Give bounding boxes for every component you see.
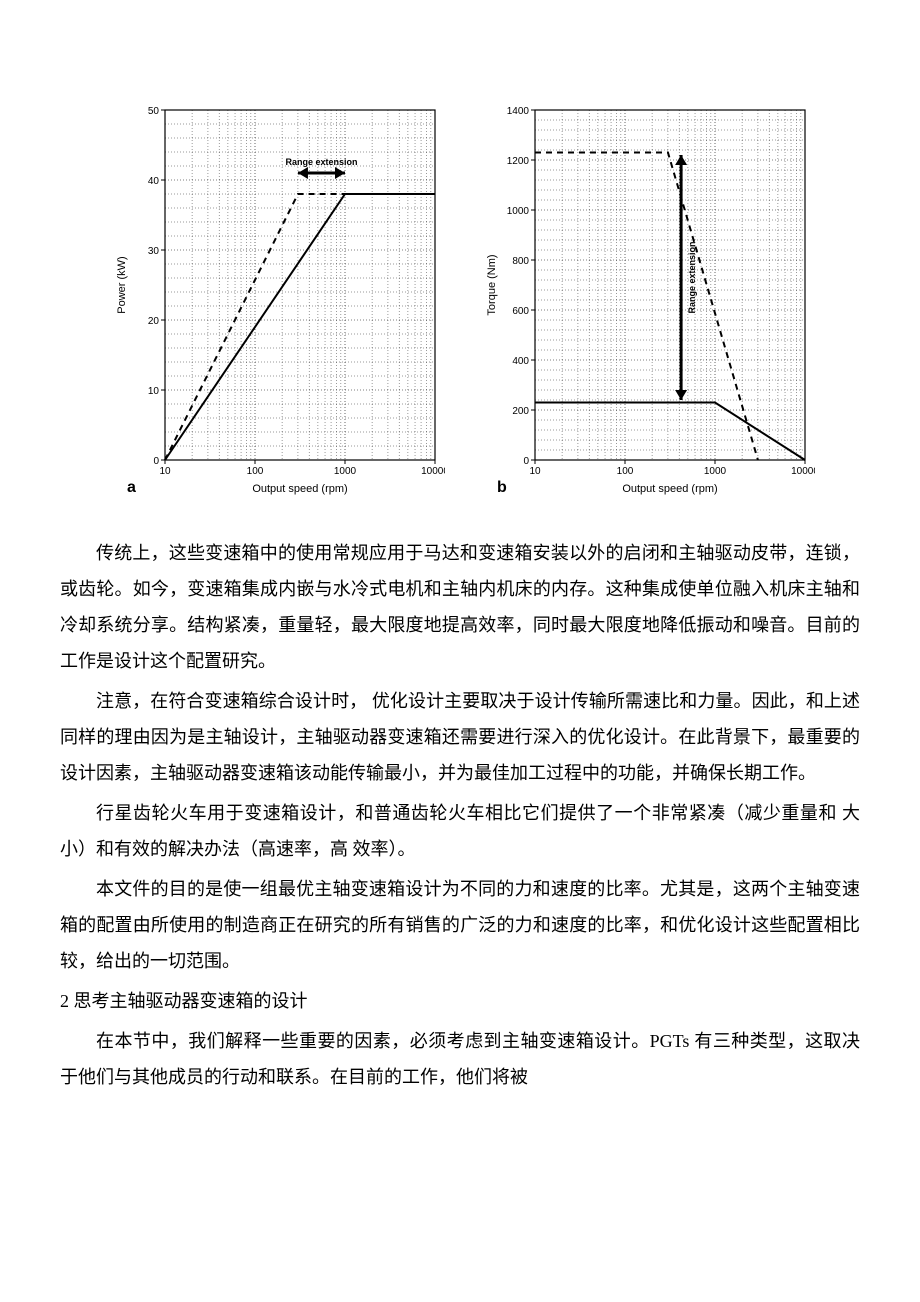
- chart-b-svg: 10 100 1000 10000 0 200 400 600 800 1000 1200 1400 O…: [465, 100, 815, 500]
- svg-text:200: 200: [512, 406, 529, 417]
- chart-a-svg: 1010010001000001020304050Output speed (r…: [105, 100, 445, 500]
- svg-text:1400: 1400: [507, 106, 530, 117]
- svg-text:50: 50: [148, 106, 160, 117]
- svg-text:20: 20: [148, 316, 160, 327]
- paragraph-1: 传统上，这些变速箱中的使用常规应用于马达和变速箱安装以外的启闭和主轴驱动皮带，连…: [60, 535, 860, 679]
- chart-b: 10 100 1000 10000 0 200 400 600 800 1000 1200 1400 O…: [465, 100, 815, 505]
- paragraph-5: 在本节中，我们解释一些重要的因素，必须考虑到主轴变速箱设计。PGTs 有三种类型…: [60, 1023, 860, 1095]
- svg-text:100: 100: [617, 466, 634, 477]
- paragraph-2: 注意，在符合变速箱综合设计时， 优化设计主要取决于设计传输所需速比和力量。因此，…: [60, 683, 860, 791]
- svg-text:10000: 10000: [421, 466, 445, 477]
- svg-text:100: 100: [247, 466, 264, 477]
- charts-row: 1010010001000001020304050Output speed (r…: [60, 100, 860, 505]
- paragraph-3: 行星齿轮火车用于变速箱设计，和普通齿轮火车相比它们提供了一个非常紧凑（减少重量和…: [60, 795, 860, 867]
- svg-text:10: 10: [529, 466, 541, 477]
- svg-text:1000: 1000: [507, 206, 530, 217]
- paragraph-4: 本文件的目的是使一组最优主轴变速箱设计为不同的力和速度的比率。尤其是，这两个主轴…: [60, 871, 860, 979]
- svg-text:30: 30: [148, 246, 160, 257]
- subplot-label: b: [497, 479, 507, 496]
- svg-text:400: 400: [512, 356, 529, 367]
- subplot-label: a: [127, 479, 136, 496]
- y-axis-label: Torque (Nm): [486, 254, 498, 315]
- svg-text:800: 800: [512, 256, 529, 267]
- range-extension-label: Range extension: [285, 157, 357, 167]
- svg-text:1000: 1000: [704, 466, 727, 477]
- x-axis-label: Output speed (rpm): [252, 483, 347, 495]
- svg-text:0: 0: [153, 456, 159, 467]
- svg-text:10: 10: [148, 386, 160, 397]
- svg-text:1000: 1000: [334, 466, 357, 477]
- svg-text:0: 0: [523, 456, 529, 467]
- x-axis-label: Output speed (rpm): [622, 483, 717, 495]
- y-axis-label: Power (kW): [116, 256, 128, 313]
- section-heading-2: 2 思考主轴驱动器变速箱的设计: [60, 983, 860, 1019]
- svg-text:1200: 1200: [507, 156, 530, 167]
- svg-text:600: 600: [512, 306, 529, 317]
- chart-a: 1010010001000001020304050Output speed (r…: [105, 100, 445, 505]
- svg-text:10: 10: [159, 466, 171, 477]
- svg-text:10000: 10000: [791, 466, 815, 477]
- body-text: 传统上，这些变速箱中的使用常规应用于马达和变速箱安装以外的启闭和主轴驱动皮带，连…: [60, 535, 860, 1095]
- range-extension-label: Range extension: [687, 241, 697, 313]
- svg-text:40: 40: [148, 176, 160, 187]
